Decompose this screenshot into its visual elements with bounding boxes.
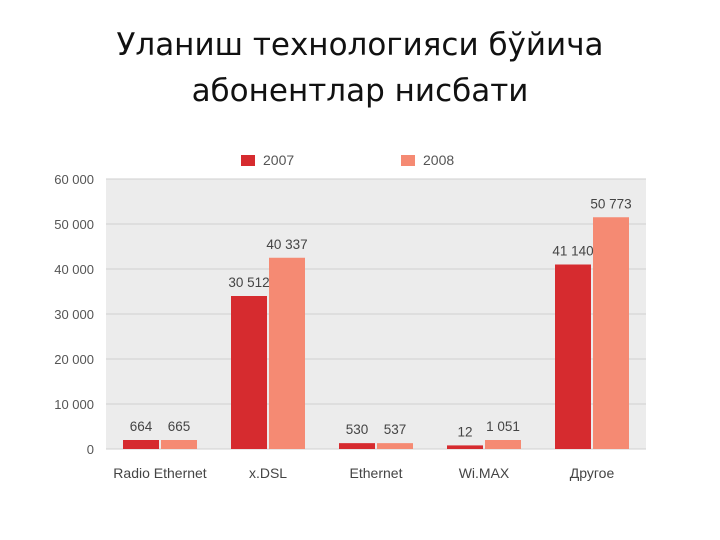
bar-2008-0 (161, 440, 197, 449)
y-tick-label: 40 000 (54, 262, 94, 277)
data-label-2007-1: 30 512 (228, 275, 269, 290)
data-label-2007-0: 664 (130, 419, 153, 434)
bar-2007-2 (339, 443, 375, 449)
data-label-2008-1: 40 337 (266, 237, 307, 252)
y-tick-label: 30 000 (54, 307, 94, 322)
x-axis-categories: Radio Ethernet x.DSL Ethernet Wi.MAX Другое (113, 465, 614, 481)
bar-2007-1 (231, 296, 267, 449)
x-category-label: Radio Ethernet (113, 465, 207, 481)
data-label-2008-2: 537 (384, 422, 407, 437)
y-tick-label: 60 000 (54, 172, 94, 187)
y-tick-label: 10 000 (54, 397, 94, 412)
bar-2007-4 (555, 264, 591, 449)
legend-label-2007: 2007 (263, 152, 294, 168)
y-tick-label: 20 000 (54, 352, 94, 367)
bars (123, 217, 629, 449)
data-label-2007-4: 41 140 (552, 244, 593, 259)
data-label-2007-3: 12 (457, 424, 472, 439)
y-axis-ticks: 60 000 50 000 40 000 30 000 20 000 10 000 0 (54, 172, 94, 457)
bar-2007-0 (123, 440, 159, 449)
x-category-label: Другое (570, 465, 615, 481)
data-label-2008-0: 665 (168, 419, 191, 434)
bar-2008-1 (269, 257, 305, 449)
bar-2008-4 (593, 217, 629, 449)
x-category-label: Wi.MAX (459, 465, 510, 481)
x-category-label: x.DSL (249, 465, 287, 481)
legend-label-2008: 2008 (423, 152, 454, 168)
data-label-2008-3: 1 051 (486, 419, 520, 434)
bar-2007-3 (447, 445, 483, 449)
data-label-2008-4: 50 773 (590, 196, 631, 211)
y-tick-label: 50 000 (54, 217, 94, 232)
title-line-1: Уланиш технологияси бўйича (116, 27, 604, 63)
bar-2008-2 (377, 443, 413, 449)
slide-title: Уланиш технологияси бўйича абонентлар ни… (60, 22, 660, 114)
x-category-label: Ethernet (350, 465, 403, 481)
legend-swatch-2007 (241, 155, 255, 166)
legend: 2007 2008 (241, 152, 454, 168)
data-label-2007-2: 530 (346, 422, 369, 437)
legend-swatch-2008 (401, 155, 415, 166)
data-labels: 664 665 30 512 40 337 530 537 12 1 051 41 140 50 … (130, 196, 632, 439)
y-tick-label: 0 (87, 442, 94, 457)
title-line-2: абонентлар нисбати (191, 73, 529, 109)
bar-2008-3 (485, 440, 521, 449)
